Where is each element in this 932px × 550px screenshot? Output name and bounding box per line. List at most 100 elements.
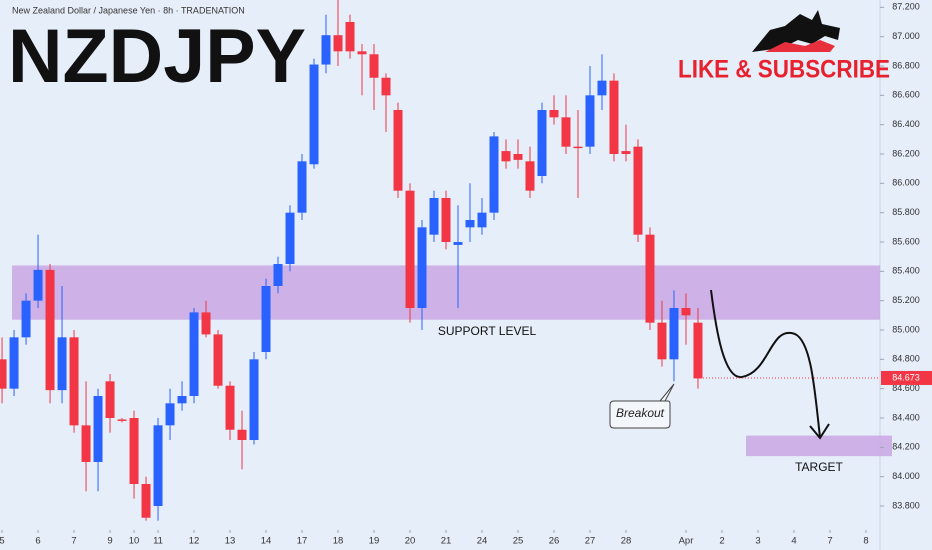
y-tick-label: 84.600 bbox=[892, 383, 920, 393]
candle-body bbox=[93, 396, 103, 462]
x-tick-label: 5 bbox=[0, 536, 5, 547]
y-tick-label: 86.600 bbox=[892, 90, 920, 100]
candle-body bbox=[621, 151, 631, 154]
candle-body bbox=[213, 334, 223, 386]
candle-body bbox=[573, 146, 583, 149]
last-price-box bbox=[881, 370, 932, 385]
y-tick-label: 85.800 bbox=[892, 207, 920, 217]
candle-body bbox=[693, 322, 703, 379]
x-tick-label: 19 bbox=[369, 536, 380, 547]
candle-body bbox=[657, 322, 667, 360]
y-tick-label: 86.400 bbox=[892, 119, 920, 129]
candle-body bbox=[441, 198, 451, 242]
candle-body bbox=[393, 110, 403, 191]
candle-body bbox=[285, 212, 295, 264]
banner: LIKE & SUBSCRIBE bbox=[678, 56, 890, 84]
x-tick-label: 11 bbox=[153, 536, 163, 547]
x-tick-label: 2 bbox=[719, 536, 724, 547]
candle-body bbox=[45, 269, 55, 391]
candle-body bbox=[129, 418, 139, 484]
candle-body bbox=[105, 381, 115, 418]
candle-body bbox=[369, 54, 379, 78]
candle-body bbox=[537, 110, 547, 176]
candle-body bbox=[513, 154, 523, 160]
candle-body bbox=[297, 161, 307, 213]
candle-body bbox=[81, 425, 91, 462]
candle-body bbox=[69, 337, 79, 426]
x-tick-label: 17 bbox=[297, 536, 308, 547]
candle-body bbox=[189, 312, 199, 396]
zone bbox=[746, 435, 892, 457]
callout: Breakout bbox=[609, 383, 675, 429]
y-tick-label: 85.000 bbox=[892, 324, 920, 334]
last-price-label: 84.673 bbox=[892, 372, 920, 382]
candle-body bbox=[0, 359, 7, 389]
y-tick-label: 83.800 bbox=[892, 500, 920, 510]
y-tick-label: 84.800 bbox=[892, 354, 920, 364]
bull-icon bbox=[752, 10, 840, 52]
candle-body bbox=[225, 385, 235, 430]
candle-body bbox=[141, 484, 151, 518]
candle-body bbox=[357, 51, 367, 55]
candle-body bbox=[465, 220, 475, 228]
candle-body bbox=[417, 227, 427, 308]
candle-body bbox=[381, 77, 391, 96]
y-tick-label: 86.800 bbox=[892, 60, 920, 70]
candle-body bbox=[501, 151, 511, 162]
candle-body bbox=[597, 80, 607, 96]
y-tick-label: 85.400 bbox=[892, 266, 920, 276]
y-tick-label: 85.200 bbox=[892, 295, 920, 305]
candle-body bbox=[9, 337, 19, 389]
candle-body bbox=[345, 22, 355, 52]
candle-body bbox=[33, 269, 43, 301]
candle-body bbox=[549, 110, 559, 118]
x-tick-label: 9 bbox=[107, 536, 112, 547]
candle-body bbox=[177, 396, 187, 404]
candle-body bbox=[249, 359, 259, 440]
x-tick-label: Apr bbox=[679, 536, 694, 547]
y-tick-label: 84.000 bbox=[892, 471, 920, 481]
candle-body bbox=[201, 312, 211, 335]
chart-title: NZDJPY bbox=[8, 14, 306, 99]
candle-body bbox=[633, 146, 643, 235]
y-tick-label: 87.200 bbox=[892, 2, 920, 12]
y-tick-label: 86.200 bbox=[892, 148, 920, 158]
x-tick-label: 14 bbox=[261, 536, 272, 547]
candle-body bbox=[309, 64, 319, 165]
x-tick-label: 7 bbox=[71, 536, 76, 547]
projection-arrow bbox=[710, 289, 821, 438]
candle-body bbox=[21, 300, 31, 338]
candle-body bbox=[117, 419, 127, 421]
x-tick-label: 24 bbox=[477, 536, 488, 547]
x-tick-label: 10 bbox=[129, 536, 140, 547]
candle-body bbox=[405, 190, 415, 308]
candle-body bbox=[321, 35, 331, 65]
x-tick-label: 20 bbox=[405, 536, 416, 547]
y-tick-label: 87.000 bbox=[892, 31, 920, 41]
candle-body bbox=[333, 35, 343, 52]
y-tick-label: 84.200 bbox=[892, 442, 920, 452]
x-tick-label: 21 bbox=[441, 536, 452, 547]
zone-label: SUPPORT LEVEL bbox=[438, 324, 537, 338]
x-tick-label: 7 bbox=[827, 536, 832, 547]
candle-body bbox=[273, 264, 283, 286]
candle-body bbox=[669, 308, 679, 360]
candle-body bbox=[645, 234, 655, 323]
x-tick-label: 12 bbox=[189, 536, 200, 547]
zone bbox=[12, 265, 880, 320]
x-tick-label: 25 bbox=[513, 536, 524, 547]
candle-body bbox=[57, 337, 67, 391]
y-tick-label: 84.400 bbox=[892, 412, 920, 422]
candle-body bbox=[261, 286, 271, 352]
x-tick-label: 18 bbox=[333, 536, 344, 547]
candle-body bbox=[165, 403, 175, 426]
candle-body bbox=[453, 242, 463, 245]
y-tick-label: 86.000 bbox=[892, 178, 920, 188]
candle-body bbox=[609, 80, 619, 154]
x-tick-label: 3 bbox=[755, 536, 760, 547]
x-tick-label: 8 bbox=[863, 536, 868, 547]
candle-body bbox=[525, 161, 535, 191]
x-tick-label: 27 bbox=[585, 536, 596, 547]
